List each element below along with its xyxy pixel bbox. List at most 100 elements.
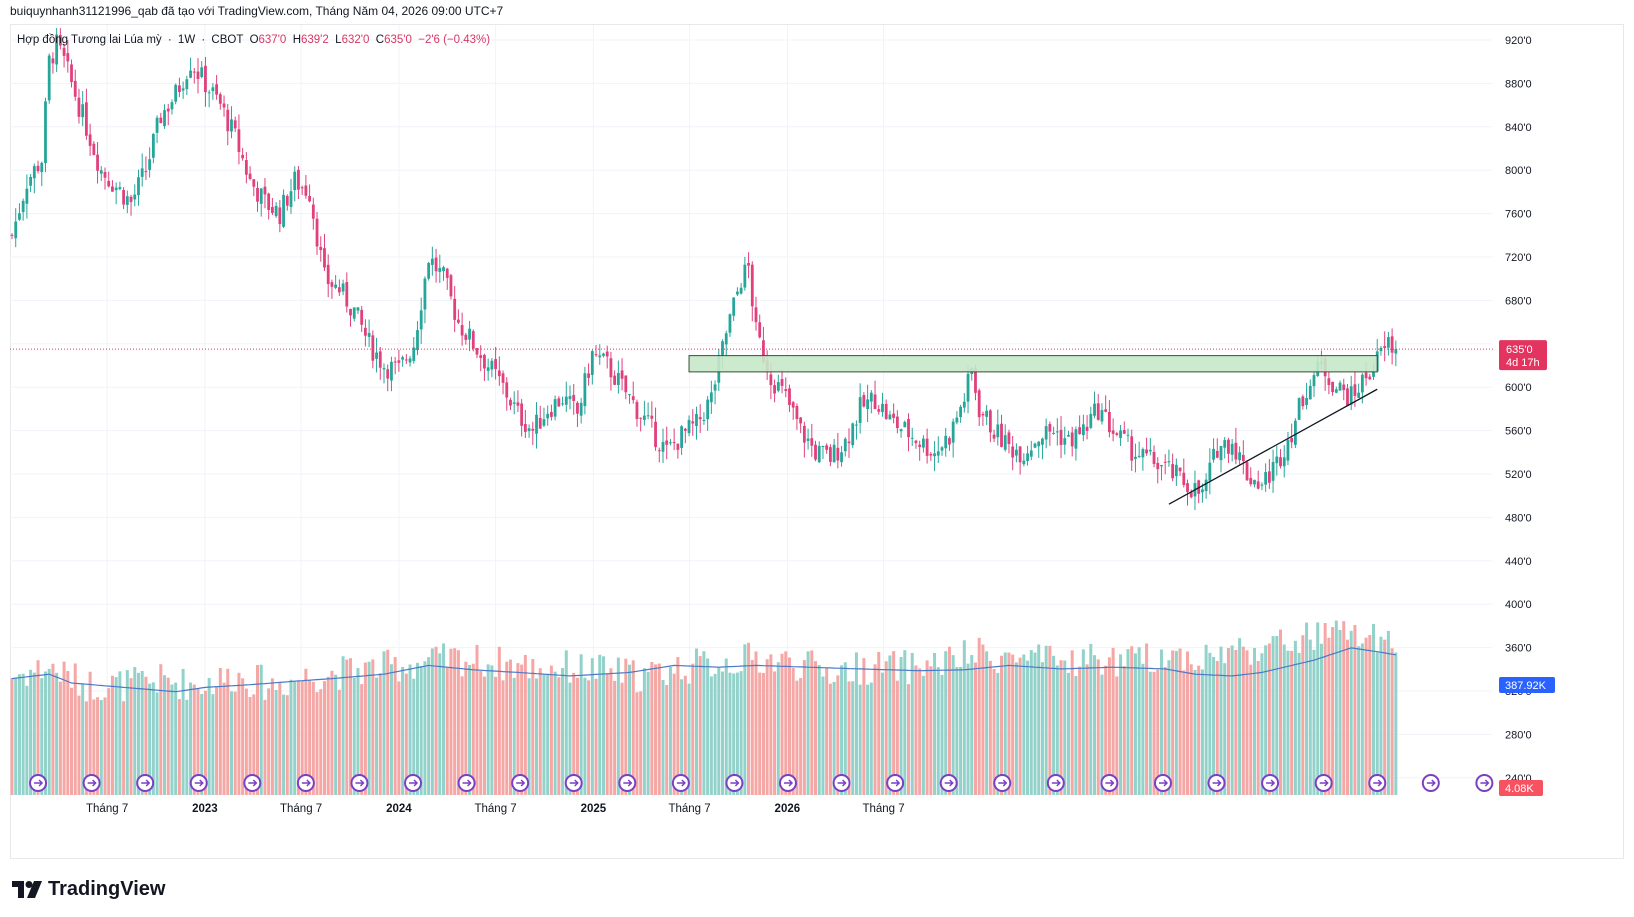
candle-body (873, 394, 877, 410)
volume-bar (84, 701, 88, 795)
volume-bar (468, 664, 472, 795)
support-trendline (1168, 388, 1378, 505)
volume-bar (1197, 665, 1201, 795)
volume-bar (215, 686, 219, 795)
volume-bar (1394, 652, 1398, 795)
candle-body (795, 406, 799, 420)
candle-body (869, 392, 873, 402)
volume-bar (921, 675, 925, 795)
volume-bar (1271, 636, 1275, 795)
candle-body (1390, 336, 1394, 353)
volume-bar (970, 655, 974, 795)
legend-symbol[interactable]: Hợp đồng Tương lai Lúa mỳ (17, 34, 162, 46)
volume-bar (561, 668, 565, 795)
volume-bar (125, 670, 129, 795)
volume-bar (1215, 661, 1219, 795)
volume-bar (843, 662, 847, 795)
candle-body (776, 382, 780, 391)
candle-body (713, 384, 717, 391)
volume-bar (349, 658, 353, 795)
candle-body (821, 445, 825, 447)
candle-body (10, 234, 14, 236)
volume-bar (345, 659, 349, 795)
last-price-badge: 635'04d 17h (1499, 340, 1547, 371)
volume-bar (1208, 652, 1212, 795)
candle-body (944, 435, 948, 449)
candle-body (382, 368, 386, 370)
volume-bar (825, 668, 829, 795)
volume-bar (203, 690, 207, 795)
candle-body (278, 207, 282, 225)
event-arrow (355, 779, 365, 787)
candle-body (204, 65, 207, 93)
volume-bar (1066, 672, 1070, 795)
volume-bar (799, 678, 803, 795)
tradingview-logo[interactable]: TradingView (12, 878, 165, 901)
event-markers (29, 774, 1494, 792)
volume-bar (1174, 650, 1178, 795)
candle-body (1100, 410, 1104, 422)
volume-bar (575, 677, 579, 795)
symbol-legend[interactable]: Hợp đồng Tương lai Lúa mỳ · 1W · CBOT O6… (17, 34, 491, 46)
candle-body (99, 170, 103, 174)
candle-body (676, 443, 680, 450)
candle-body (538, 417, 542, 429)
candle-body (163, 110, 166, 127)
candle-body (118, 187, 122, 190)
legend-exchange: CBOT (211, 34, 244, 46)
volume-bar (862, 658, 866, 795)
volume-bar (189, 682, 193, 795)
volume-bar (501, 680, 505, 795)
volume-bar (553, 671, 557, 795)
candle-body (806, 438, 810, 441)
candle-body (847, 441, 851, 444)
volume-bar (888, 655, 892, 795)
last-volume-badge: 4.08K (1499, 780, 1543, 796)
volume-bar (1241, 646, 1245, 795)
volume-bar (144, 676, 148, 795)
volume-bar (1111, 647, 1115, 795)
volume-bar (285, 695, 289, 795)
volume-bar (1141, 663, 1145, 795)
candle-body (1093, 403, 1096, 416)
volume-bar (99, 700, 103, 795)
volume-bar (609, 668, 613, 795)
candle-body (650, 415, 654, 419)
volume-bar (1279, 629, 1283, 795)
candle-body (70, 64, 73, 83)
volume-bar (1044, 645, 1048, 795)
volume-bar (47, 668, 51, 795)
candle-body (47, 55, 51, 101)
candle-body (166, 108, 170, 112)
volume-bar (680, 679, 684, 795)
price-axis-tick: 680'0 (1505, 295, 1532, 307)
volume-bar (494, 676, 498, 795)
volume-bar (129, 678, 133, 795)
volume-bar (527, 678, 531, 795)
candle-body (66, 53, 70, 62)
volume-bar (1096, 659, 1100, 795)
last-volume-badge-bg (1499, 780, 1543, 796)
candle-body (471, 331, 475, 349)
candle-body (546, 413, 550, 419)
volume-bar (1104, 665, 1108, 795)
volume-bar (252, 694, 256, 795)
candle-body (1264, 472, 1268, 485)
candle-body (1163, 461, 1167, 463)
volume-bar (1319, 643, 1323, 795)
candle-body (769, 374, 773, 386)
candle-body (192, 71, 196, 73)
candle-body (702, 419, 706, 421)
volume-bar (296, 680, 300, 795)
price-axis-tick: 400'0 (1505, 599, 1532, 611)
volume-bar (851, 681, 855, 795)
candle-body (1286, 439, 1290, 461)
volume-bar (650, 661, 654, 795)
legend-interval[interactable]: 1W (177, 34, 196, 46)
volume-bar (241, 678, 245, 795)
volume-bar (341, 656, 345, 795)
event-arrow (301, 779, 311, 787)
volume-bar (572, 672, 576, 795)
volume-bar (222, 682, 226, 795)
